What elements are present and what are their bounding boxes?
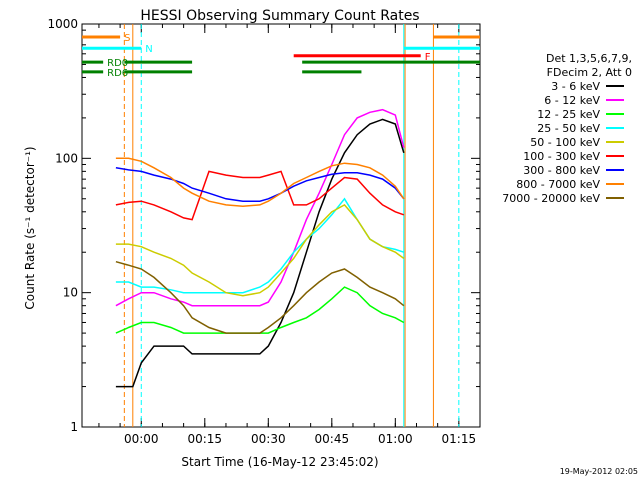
series-line xyxy=(115,108,405,307)
series-line xyxy=(115,203,405,297)
legend-label: 3 - 6 keV xyxy=(551,80,600,93)
legend-label: 25 - 50 keV xyxy=(537,122,600,135)
legend-label: 100 - 300 keV xyxy=(523,150,600,163)
plot-area: 1 10 100 1000 00:00 00:15 00:30 00:45 01:00 01:15… xyxy=(47,17,481,446)
legend-label: 300 - 800 keV xyxy=(523,164,600,177)
y-axis-label: Count Rate (s⁻¹ detector⁻¹) xyxy=(23,146,37,309)
series-line xyxy=(115,197,405,294)
legend-header: FDecim 2, Att 0 xyxy=(547,66,632,79)
legend-label: 800 - 7000 keV xyxy=(516,178,600,191)
legend-label: 12 - 25 keV xyxy=(537,108,600,121)
series-line xyxy=(115,260,405,334)
state-bar-label: RD0 xyxy=(107,58,128,69)
y-tick-label: 1 xyxy=(70,420,78,434)
y-tick-label: 1000 xyxy=(47,17,78,31)
legend-label: 6 - 12 keV xyxy=(544,94,600,107)
state-bar-label: N xyxy=(145,44,152,55)
state-bar-label: S xyxy=(124,33,130,44)
series-line xyxy=(115,118,405,388)
series-line xyxy=(115,167,405,202)
state-bar-label: F xyxy=(425,52,431,63)
legend: Det 1,3,5,6,7,9,FDecim 2, Att 03 - 6 keV… xyxy=(502,52,632,205)
series-line xyxy=(115,170,405,221)
x-tick-label: 00:30 xyxy=(251,432,286,446)
state-bar-label: RD6 xyxy=(107,68,128,79)
x-tick-label: 00:00 xyxy=(124,432,159,446)
x-axis-label: Start Time (16-May-12 23:45:02) xyxy=(181,455,378,469)
x-tick-label: 00:15 xyxy=(187,432,222,446)
plot-frame xyxy=(81,23,481,428)
legend-header: Det 1,3,5,6,7,9, xyxy=(546,52,632,65)
chart-title: HESSI Observing Summary Count Rates xyxy=(140,8,419,24)
x-tick-label: 01:15 xyxy=(442,432,477,446)
series-line xyxy=(115,286,405,334)
legend-label: 50 - 100 keV xyxy=(530,136,600,149)
legend-label: 7000 - 20000 keV xyxy=(502,192,600,205)
series-line xyxy=(115,157,405,207)
y-tick-label: 100 xyxy=(55,151,78,165)
x-tick-label: 00:45 xyxy=(315,432,350,446)
y-tick-label: 10 xyxy=(63,286,78,300)
x-tick-label: 01:00 xyxy=(378,432,413,446)
timestamp: 19-May-2012 02:05 xyxy=(560,467,638,476)
